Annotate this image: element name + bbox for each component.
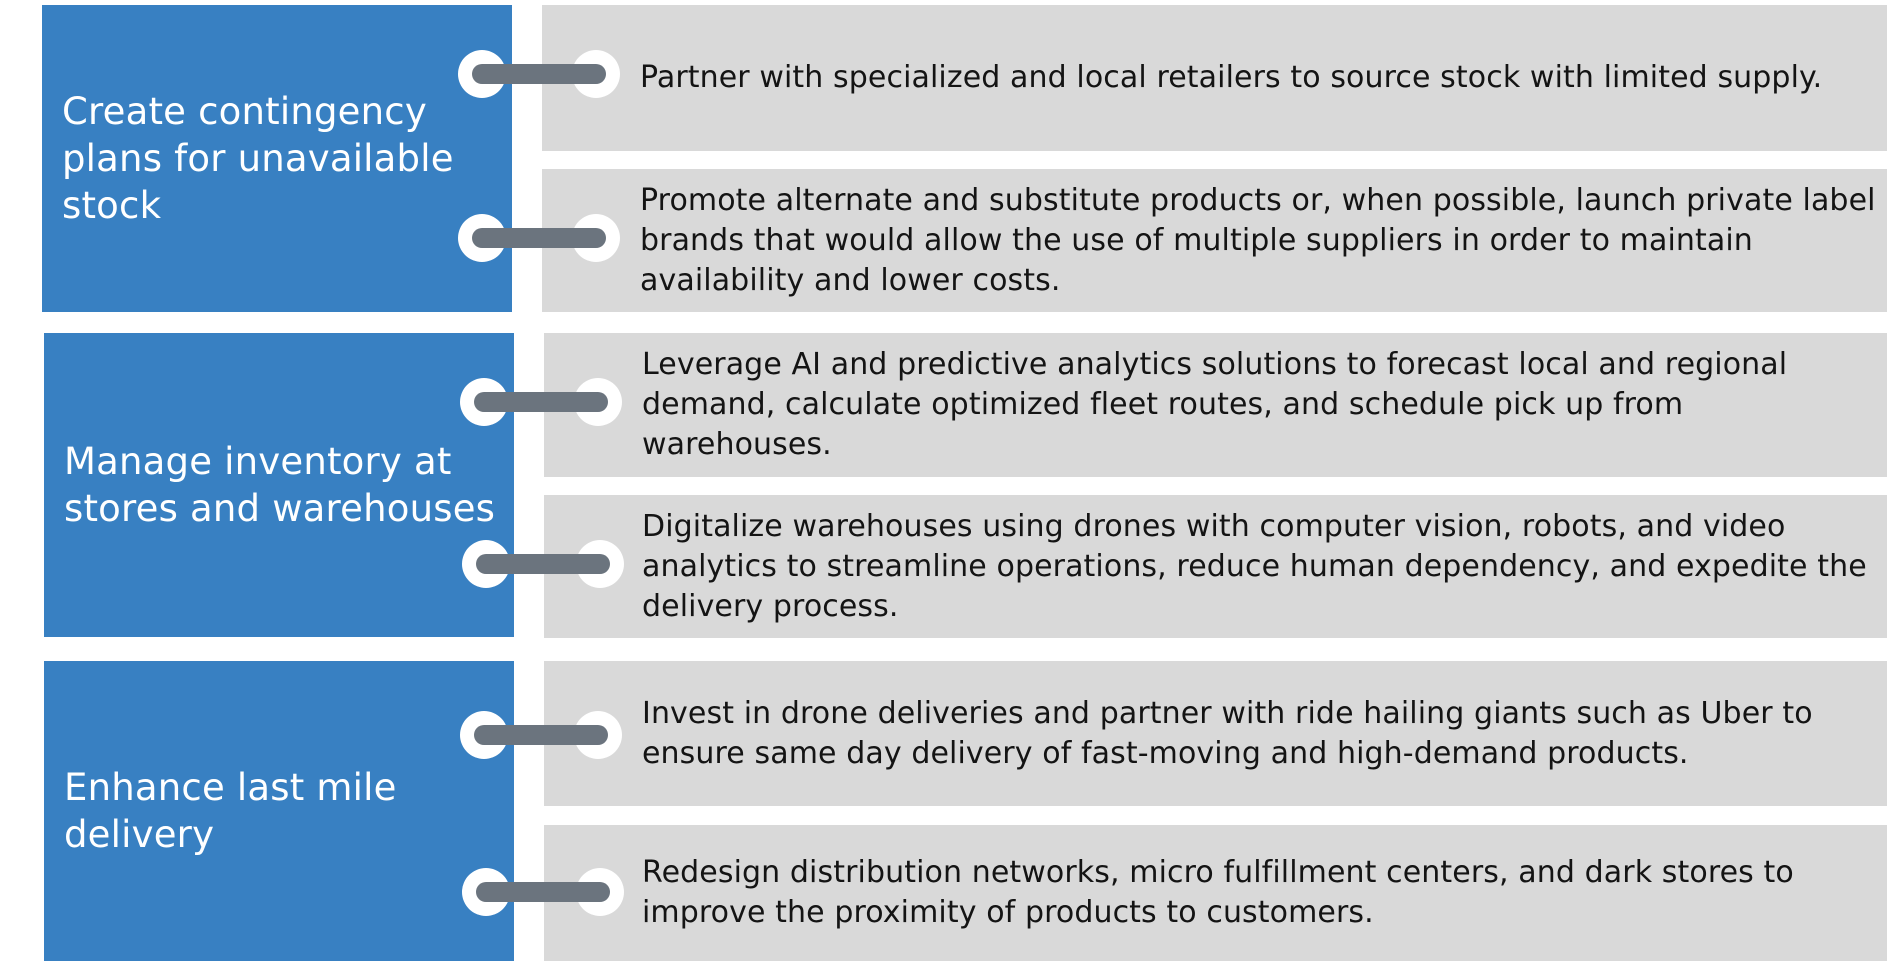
connector-link-icon <box>462 538 624 590</box>
connector-link-icon <box>462 866 624 918</box>
category-label: Create contingency plans for unavailable… <box>62 90 454 227</box>
category-box: Enhance last mile delivery <box>44 661 514 961</box>
connector-link-icon <box>458 212 620 264</box>
detail-text: Invest in drone deliveries and partner w… <box>642 695 1813 771</box>
connector-link-icon <box>460 709 622 761</box>
detail-box: Leverage AI and predictive analytics sol… <box>544 333 1887 477</box>
category-box: Manage inventory at stores and warehouse… <box>44 333 514 637</box>
category-label: Manage inventory at stores and warehouse… <box>64 440 496 530</box>
category-label: Enhance last mile delivery <box>64 766 397 856</box>
detail-box: Invest in drone deliveries and partner w… <box>544 661 1887 806</box>
detail-box: Partner with specialized and local retai… <box>542 5 1887 151</box>
connector-link-icon <box>458 48 620 100</box>
detail-box: Redesign distribution networks, micro fu… <box>544 825 1887 961</box>
detail-box: Promote alternate and substitute product… <box>542 169 1887 312</box>
detail-text: Promote alternate and substitute product… <box>640 182 1876 298</box>
detail-text: Redesign distribution networks, micro fu… <box>642 855 1794 930</box>
detail-text: Leverage AI and predictive analytics sol… <box>642 347 1788 462</box>
detail-box: Digitalize warehouses using drones with … <box>544 495 1887 638</box>
connector-link-icon <box>460 376 622 428</box>
detail-text: Digitalize warehouses using drones with … <box>642 508 1867 624</box>
category-box: Create contingency plans for unavailable… <box>42 5 512 312</box>
detail-text: Partner with specialized and local retai… <box>640 60 1823 95</box>
